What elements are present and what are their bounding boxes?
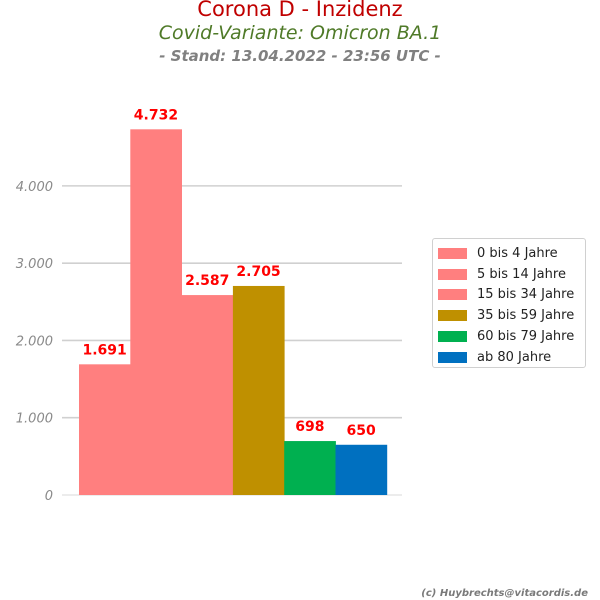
data-label: 2.705: [236, 264, 280, 280]
y-tick-label: 3.000: [16, 257, 53, 272]
chart-legend: 0 bis 4 Jahre 5 bis 14 Jahre 15 bis 34 Jah…: [432, 238, 586, 368]
legend-item: 15 bis 34 Jahre: [438, 285, 585, 306]
bar: [130, 129, 182, 495]
chart-date-stamp: - Stand: 13.04.2022 - 23:56 UTC -: [159, 47, 441, 65]
data-label: 2.587: [185, 273, 229, 289]
data-label: 650: [347, 423, 376, 439]
legend-label: 5 bis 14 Jahre: [477, 266, 566, 282]
legend-swatch: [438, 268, 467, 280]
legend-item: ab 80 Jahre: [438, 347, 585, 368]
chart-title: Corona D - Inzidenz: [197, 0, 403, 21]
legend-label: 0 bis 4 Jahre: [477, 245, 558, 261]
y-tick-label: 2.000: [16, 334, 53, 349]
legend-label: 15 bis 34 Jahre: [477, 287, 575, 303]
legend-swatch: [438, 310, 467, 322]
bar: [335, 444, 388, 495]
bar: [284, 441, 336, 495]
legend-swatch: [438, 331, 467, 343]
legend-label: ab 80 Jahre: [477, 349, 552, 365]
legend-label: 35 bis 59 Jahre: [477, 308, 575, 324]
chart-subtitle: Covid-Variante: Omicron BA.1: [158, 22, 442, 44]
data-label: 4.732: [134, 107, 178, 123]
legend-swatch: [438, 351, 467, 363]
legend-item: 35 bis 59 Jahre: [438, 305, 585, 326]
legend-item: 0 bis 4 Jahre: [438, 243, 585, 264]
legend-swatch: [438, 247, 467, 259]
bar: [181, 295, 234, 495]
bar: [232, 285, 285, 495]
data-label: 1.691: [83, 342, 127, 358]
y-tick-label: 1.000: [16, 412, 53, 427]
y-tick-label: 0: [45, 489, 53, 504]
legend-label: 60 bis 79 Jahre: [477, 329, 575, 345]
legend-item: 5 bis 14 Jahre: [438, 264, 585, 285]
credit-text: (c) Huybrechts@vitacordis.de: [421, 588, 588, 599]
bar: [79, 364, 131, 495]
data-label: 698: [295, 419, 324, 435]
y-tick-label: 4.000: [16, 180, 53, 195]
legend-item: 60 bis 79 Jahre: [438, 326, 585, 347]
legend-swatch: [438, 289, 467, 301]
